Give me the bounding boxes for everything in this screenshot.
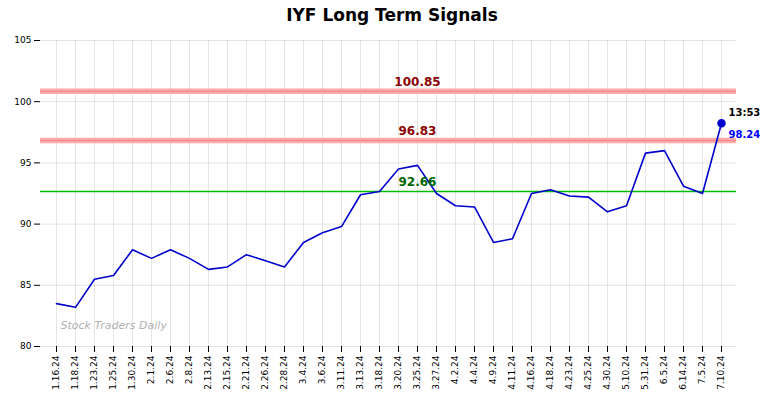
svg-text:4.23.24: 4.23.24 [564, 355, 574, 390]
svg-text:2.21.24: 2.21.24 [241, 355, 251, 390]
svg-text:1.25.24: 1.25.24 [108, 355, 118, 390]
html-text:IYF Long Term Signals: IYF Long Term Signals [286, 5, 498, 25]
svg-text:2.28.24: 2.28.24 [279, 355, 289, 390]
svg-text:7.10.24: 7.10.24 [716, 355, 726, 390]
svg-text:95: 95 [20, 158, 31, 168]
svg-text:4.25.24: 4.25.24 [583, 355, 593, 390]
svg-text:100.85: 100.85 [394, 75, 440, 89]
svg-text:3.6.24: 3.6.24 [317, 355, 327, 384]
svg-text:Stock Traders Daily: Stock Traders Daily [61, 319, 168, 332]
svg-text:3.11.24: 3.11.24 [336, 355, 346, 390]
svg-text:3.4.24: 3.4.24 [298, 355, 308, 384]
svg-text:98.24: 98.24 [729, 129, 761, 140]
svg-text:1.30.24: 1.30.24 [127, 355, 137, 390]
svg-text:100: 100 [14, 97, 31, 107]
svg-text:2.13.24: 2.13.24 [203, 355, 213, 390]
svg-text:1.16.24: 1.16.24 [51, 355, 61, 390]
svg-text:4.11.24: 4.11.24 [507, 355, 517, 390]
svg-text:2.6.24: 2.6.24 [165, 355, 175, 384]
svg-text:6.14.24: 6.14.24 [678, 355, 688, 390]
svg-text:3.18.24: 3.18.24 [374, 355, 384, 390]
svg-text:2.26.24: 2.26.24 [260, 355, 270, 390]
svg-text:4.18.24: 4.18.24 [545, 355, 555, 390]
svg-text:4.16.24: 4.16.24 [526, 355, 536, 390]
svg-text:1.18.24: 1.18.24 [70, 355, 80, 390]
svg-text:3.25.24: 3.25.24 [412, 355, 422, 390]
svg-text:4.30.24: 4.30.24 [602, 355, 612, 390]
svg-text:2.8.24: 2.8.24 [184, 355, 194, 384]
svg-text:13:53: 13:53 [729, 107, 761, 118]
svg-text:80: 80 [20, 341, 32, 351]
svg-text:2.1.24: 2.1.24 [146, 355, 156, 384]
svg-text:3.13.24: 3.13.24 [355, 355, 365, 390]
svg-text:1.23.24: 1.23.24 [89, 355, 99, 390]
svg-text:3.20.24: 3.20.24 [393, 355, 403, 390]
svg-text:90: 90 [20, 219, 32, 229]
svg-text:5.10.24: 5.10.24 [621, 355, 631, 390]
svg-text:7.5.24: 7.5.24 [697, 355, 707, 384]
svg-text:4.4.24: 4.4.24 [469, 355, 479, 384]
svg-text:96.83: 96.83 [399, 124, 437, 138]
svg-text:5.31.24: 5.31.24 [640, 355, 650, 390]
svg-text:3.27.24: 3.27.24 [431, 355, 441, 390]
svg-text:6.5.24: 6.5.24 [659, 355, 669, 384]
svg-text:2.15.24: 2.15.24 [222, 355, 232, 390]
svg-text:105: 105 [14, 35, 31, 45]
svg-text:85: 85 [20, 280, 31, 290]
svg-text:4.2.24: 4.2.24 [450, 355, 460, 384]
svg-text:4.9.24: 4.9.24 [488, 355, 498, 384]
svg-text:92.66: 92.66 [399, 175, 437, 189]
